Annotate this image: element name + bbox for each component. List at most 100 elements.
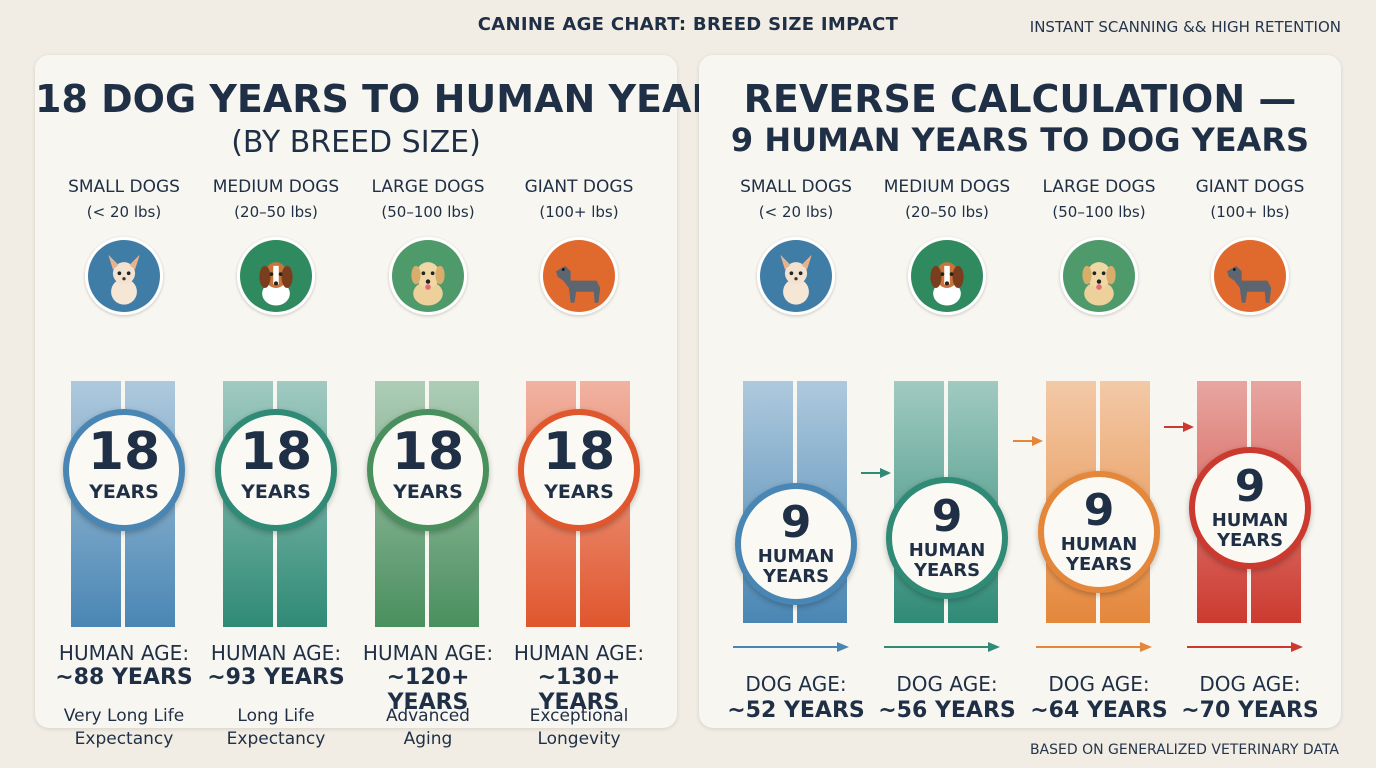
note-line: Exceptional [529,706,629,726]
weight-range-label: (< 20 lbs) [758,203,834,221]
left-column-small: SMALL DOGS (< 20 lbs) 18 YEARS HUMAN AGE: ~88… [49,177,199,749]
badge-unit: HUMAN [757,546,835,567]
arrow-icon [884,642,1000,652]
badge-number: 9 [931,491,963,542]
life-expectancy-note: Long Life Expectancy [201,705,351,751]
age-badge: 18 YEARS [63,409,185,531]
dog-age-label: DOG AGE: [896,672,998,696]
breed-size-label: MEDIUM DOGS [883,177,1011,197]
human-age-label: HUMAN AGE: [58,641,190,665]
right-column-medium: MEDIUM DOGS (20–50 lbs) 9 HUMAN YEARS DOG AGE… [861,177,1022,723]
note-line: Very Long Life [63,706,185,726]
badge-unit: YEARS [241,481,311,503]
left-panel-subtitle: (BY BREED SIZE) [231,125,481,160]
dog-age-value: ~64 YEARS [1030,698,1168,723]
badge-unit: HUMAN [908,540,986,561]
human-age-value: ~93 YEARS [207,665,345,690]
badge-number: 18 [239,422,313,482]
human-to-dog-panel: REVERSE CALCULATION — 9 HUMAN YEARS TO D… [699,55,1341,728]
breed-size-label: GIANT DOGS [1195,177,1305,197]
badge-unit: YEARS [1065,554,1133,575]
weight-range-label: (50–100 lbs) [1052,203,1146,221]
beagle-icon [237,237,315,315]
small-arrow-icon [861,468,891,478]
dog-age-label: DOG AGE: [745,672,847,696]
badge-unit: YEARS [913,560,981,581]
note-line: Expectancy [74,729,174,749]
breed-size-label: SMALL DOGS [68,177,180,197]
arrow-icon [1187,642,1303,652]
weight-range-label: (20–50 lbs) [234,203,318,221]
badge-unit: YEARS [393,481,463,503]
age-badge: 9 HUMAN YEARS [1038,471,1160,593]
human-age-value: ~88 YEARS [55,665,193,690]
badge-number: 9 [780,497,812,548]
weight-range-label: (100+ lbs) [1210,203,1290,221]
dog-age-value: ~56 YEARS [878,698,1016,723]
weight-range-label: (100+ lbs) [539,203,619,221]
badge-unit: YEARS [89,481,159,503]
note-line: Long Life [237,706,315,726]
badge-unit: YEARS [1216,530,1284,551]
badge-number: 18 [87,422,161,482]
labrador-icon [389,237,467,315]
note-line: Longevity [537,729,621,749]
age-badge: 9 HUMAN YEARS [886,477,1008,599]
small-arrow-icon [1013,436,1043,446]
age-badge: 9 HUMAN YEARS [1189,447,1311,569]
breed-size-label: SMALL DOGS [740,177,852,197]
human-age-value: ~120+ YEARS [386,665,470,715]
dog-age-label: DOG AGE: [1048,672,1150,696]
breed-size-label: GIANT DOGS [524,177,634,197]
arrow-icon [1036,642,1152,652]
tagline: INSTANT SCANNING && HIGH RETENTION [1029,18,1341,36]
badge-unit: HUMAN [1060,534,1138,555]
human-age-label: HUMAN AGE: [210,641,342,665]
weight-range-label: (50–100 lbs) [381,203,475,221]
chihuahua-icon [757,237,835,315]
great-dane-icon [540,237,618,315]
breed-size-label: MEDIUM DOGS [212,177,340,197]
left-column-medium: MEDIUM DOGS (20–50 lbs) 18 YEARS HUMAN AGE: ~… [201,177,351,749]
badge-unit: HUMAN [1211,510,1289,531]
small-arrow-icon [1164,422,1194,432]
age-badge: 18 YEARS [518,409,640,531]
left-column-giant: GIANT DOGS (100+ lbs) 18 YEARS HUMAN AGE: ~13… [504,177,654,749]
labrador-icon [1060,237,1138,315]
badge-number: 18 [391,422,465,482]
note-line: Aging [403,729,453,749]
badge-number: 9 [1234,461,1266,512]
breed-size-label: LARGE DOGS [1042,177,1156,197]
chart-title: CANINE AGE CHART: BREED SIZE IMPACT [477,14,899,35]
dog-age-value: ~70 YEARS [1181,698,1319,723]
left-column-large: LARGE DOGS (50–100 lbs) 18 YEARS HUMAN AGE: ~… [353,177,503,749]
beagle-icon [908,237,986,315]
left-panel-title: 18 DOG YEARS TO HUMAN YEARS [35,77,749,121]
life-expectancy-note: Very Long Life Expectancy [49,705,199,751]
human-age-value: ~130+ YEARS [537,665,621,715]
right-column-small: SMALL DOGS (< 20 lbs) 9 HUMAN YEARS DOG AGE: ~… [721,177,871,723]
life-expectancy-note: Advanced Aging [353,705,503,751]
arrow-icon [733,642,849,652]
great-dane-icon [1211,237,1289,315]
human-age-label: HUMAN AGE: [362,641,494,665]
dog-to-human-panel: 18 DOG YEARS TO HUMAN YEARS (BY BREED SI… [35,55,749,749]
note-line: Advanced [386,706,470,726]
badge-unit: YEARS [762,566,830,587]
badge-number: 9 [1083,485,1115,536]
right-panel-title: REVERSE CALCULATION — [743,77,1297,121]
right-column-giant: GIANT DOGS (100+ lbs) 9 HUMAN YEARS DOG AGE: ~… [1164,177,1325,723]
life-expectancy-note: Exceptional Longevity [504,705,654,751]
dog-age-value: ~52 YEARS [727,698,865,723]
dog-age-label: DOG AGE: [1199,672,1301,696]
weight-range-label: (20–50 lbs) [905,203,989,221]
note-line: Expectancy [226,729,326,749]
badge-unit: YEARS [544,481,614,503]
right-panel-subtitle: 9 HUMAN YEARS TO DOG YEARS [730,121,1310,159]
age-badge: 18 YEARS [215,409,337,531]
age-badge: 9 HUMAN YEARS [735,483,857,605]
weight-range-label: (< 20 lbs) [86,203,162,221]
source-note: BASED ON GENERALIZED VETERINARY DATA [1029,742,1339,758]
age-badge: 18 YEARS [367,409,489,531]
right-column-large: LARGE DOGS (50–100 lbs) 9 HUMAN YEARS DOG AGE… [1013,177,1174,723]
